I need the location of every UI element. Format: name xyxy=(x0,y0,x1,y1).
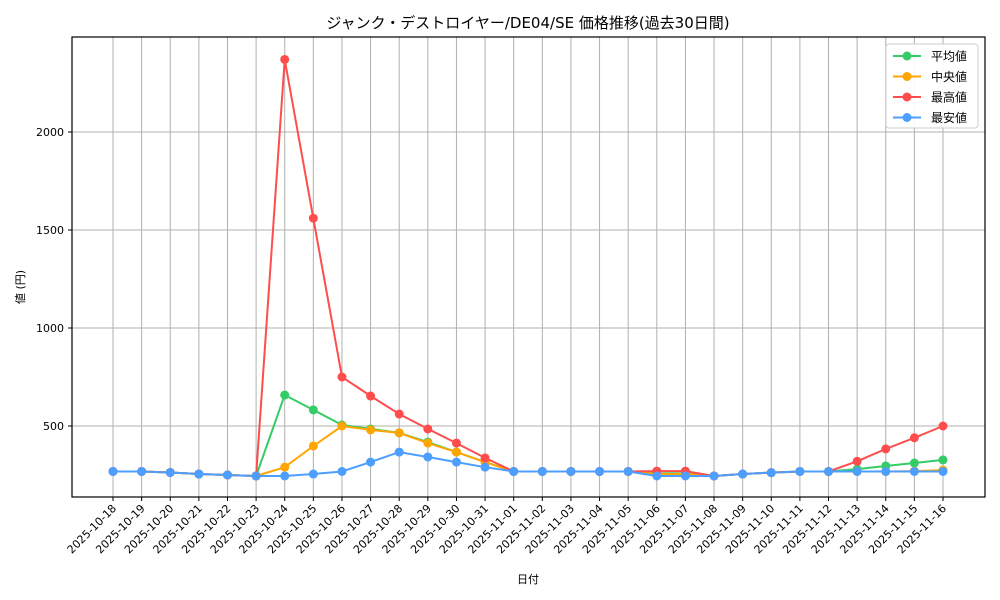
data-point xyxy=(709,471,719,481)
data-point xyxy=(824,466,834,476)
data-point xyxy=(909,458,919,468)
y-axis-ticks: 500 1000 1500 2000 xyxy=(36,126,72,433)
data-point xyxy=(337,421,347,431)
data-point xyxy=(766,468,776,478)
plot-frame xyxy=(71,36,986,498)
data-point xyxy=(280,390,290,400)
data-point xyxy=(308,441,318,451)
data-point xyxy=(423,438,433,448)
data-point xyxy=(881,466,891,476)
legend-label: 最安値 xyxy=(931,110,967,125)
data-point xyxy=(280,54,290,64)
series-line xyxy=(113,424,944,478)
data-point xyxy=(337,372,347,382)
chart-title: ジャンク・デストロイヤー/DE04/SE 価格推移(過去30日間) xyxy=(326,14,729,32)
data-point xyxy=(938,455,948,465)
data-point xyxy=(280,471,290,481)
data-point xyxy=(938,466,948,476)
data-point xyxy=(308,405,318,415)
series-line xyxy=(113,451,943,477)
data-point xyxy=(623,466,633,476)
data-point xyxy=(280,462,290,472)
data-point xyxy=(451,457,461,467)
data-point xyxy=(394,447,404,457)
data-point xyxy=(108,466,118,476)
y-tick-label: 2000 xyxy=(36,126,64,139)
series-lines xyxy=(108,54,948,481)
data-point xyxy=(337,466,347,476)
x-axis-ticks: 2025-10-182025-10-192025-10-202025-10-21… xyxy=(65,497,949,556)
data-point xyxy=(423,452,433,462)
data-point xyxy=(680,471,690,481)
data-point xyxy=(451,438,461,448)
data-point xyxy=(394,428,404,438)
legend-item: 平均値 xyxy=(893,49,967,64)
data-point xyxy=(652,471,662,481)
legend-box xyxy=(885,43,979,129)
series-2 xyxy=(108,54,948,481)
legend-label: 平均値 xyxy=(931,49,967,64)
series-3 xyxy=(108,447,948,481)
data-point xyxy=(308,213,318,223)
y-tick-label: 500 xyxy=(43,420,64,433)
data-point xyxy=(480,453,490,463)
data-point xyxy=(852,456,862,466)
grid xyxy=(72,37,985,497)
series-0 xyxy=(108,390,948,481)
data-point xyxy=(194,469,204,479)
data-point xyxy=(738,469,748,479)
data-point xyxy=(795,466,805,476)
data-point xyxy=(251,471,261,481)
y-tick-label: 1000 xyxy=(36,322,64,335)
data-point xyxy=(165,467,175,477)
data-point xyxy=(366,457,376,467)
legend-marker-icon xyxy=(902,92,912,102)
data-point xyxy=(366,425,376,435)
legend-item: 最安値 xyxy=(893,110,967,125)
data-point xyxy=(852,466,862,476)
legend-item: 最高値 xyxy=(893,90,967,105)
legend-item: 中央値 xyxy=(893,69,967,84)
y-axis-label: 値 (円) xyxy=(14,270,27,304)
series-line xyxy=(113,393,944,478)
data-point xyxy=(394,409,404,419)
data-point xyxy=(451,447,461,457)
data-point xyxy=(909,433,919,443)
data-point xyxy=(222,470,232,480)
x-axis-label: 日付 xyxy=(517,573,539,586)
legend-label: 中央値 xyxy=(931,69,967,84)
data-point xyxy=(366,391,376,401)
data-point xyxy=(480,462,490,472)
data-point xyxy=(537,466,547,476)
legend-label: 最高値 xyxy=(931,90,967,105)
data-point xyxy=(909,466,919,476)
legend-marker-icon xyxy=(902,113,912,122)
legend-marker-icon xyxy=(902,72,912,81)
series-line xyxy=(113,59,944,478)
data-point xyxy=(308,469,318,479)
data-point xyxy=(509,466,519,476)
y-tick-label: 1500 xyxy=(36,224,64,237)
data-point xyxy=(595,466,605,476)
legend-marker-icon xyxy=(902,51,912,61)
data-point xyxy=(423,424,433,434)
data-point xyxy=(137,466,147,476)
data-point xyxy=(881,444,891,454)
data-point xyxy=(566,466,576,476)
data-point xyxy=(938,421,948,431)
